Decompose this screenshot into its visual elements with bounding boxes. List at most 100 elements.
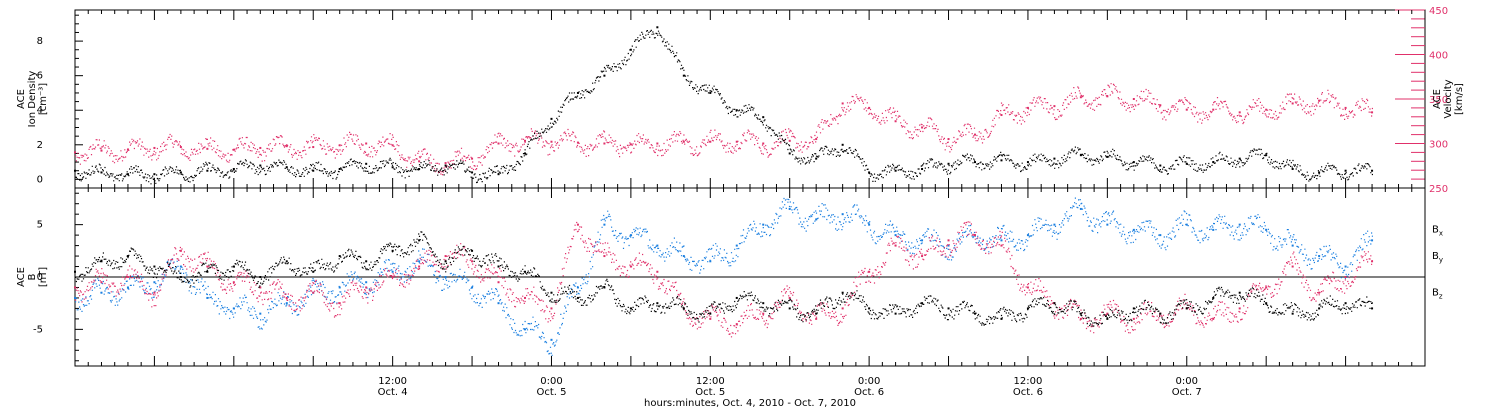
- bx-series-point: [1265, 302, 1268, 305]
- bx-series-point: [1000, 317, 1003, 320]
- bx-series-point: [603, 286, 606, 289]
- density-label-line: [cm⁻³]: [38, 83, 49, 115]
- density-series-point: [735, 109, 738, 112]
- b-label-line: [nT]: [38, 267, 49, 287]
- bz-series-point: [1026, 286, 1029, 289]
- bx-series-point: [312, 270, 315, 273]
- by-series-point: [762, 223, 765, 226]
- bz-series-point: [524, 296, 526, 299]
- by-series-point: [1291, 244, 1294, 247]
- velocity-series-point: [1371, 111, 1374, 114]
- density-series-point: [1053, 157, 1056, 160]
- bx-series-trace: [75, 231, 1373, 327]
- bx-series-point: [391, 249, 394, 252]
- velocity-tick-label: 450: [1429, 6, 1448, 17]
- density-series-point: [1265, 154, 1268, 157]
- by-series-point: [735, 244, 738, 247]
- bz-series-point: [497, 281, 500, 284]
- density-series-point: [1238, 157, 1241, 160]
- b-axis-label: ACE B [nT]: [16, 267, 49, 287]
- velocity-series-point: [656, 142, 659, 145]
- legend-entry-z: Bz: [1432, 287, 1443, 300]
- density-series-point: [259, 164, 262, 167]
- velocity-series-point: [921, 126, 924, 129]
- bx-series-point: [841, 291, 844, 294]
- velocity-series-point: [391, 144, 394, 147]
- by-series-point: [285, 302, 288, 305]
- x-tick-label-time: 0:00: [540, 376, 562, 387]
- by-series-point: [1053, 223, 1056, 226]
- x-tick-label-date: Oct. 5: [695, 387, 725, 398]
- top-panel-series: [74, 26, 1374, 185]
- legend-entry-x: Bx: [1432, 225, 1443, 238]
- bz-series-point: [1265, 286, 1268, 289]
- velocity-series-point: [735, 140, 738, 143]
- by-series-point: [603, 223, 606, 226]
- bx-series-point: [1371, 307, 1374, 310]
- density-tick-label: 8: [37, 36, 43, 47]
- bottom-panel-series: [74, 197, 1374, 356]
- by-series-point: [629, 234, 632, 237]
- velocity-series-point: [1079, 96, 1082, 99]
- bx-series-point: [735, 296, 738, 299]
- bz-series-point: [841, 307, 844, 310]
- density-series-point: [1106, 155, 1109, 158]
- bz-series-point: [126, 276, 129, 278]
- bx-series-point: [629, 307, 632, 310]
- bx-series-point: [815, 312, 818, 315]
- bx-series-point: [524, 270, 526, 273]
- legend-entry-y: By: [1432, 251, 1443, 264]
- by-series-point: [338, 286, 341, 289]
- by-series-point: [418, 260, 421, 263]
- bx-series-point: [868, 307, 871, 310]
- bx-series-point: [1159, 312, 1162, 315]
- legend-sub: y: [1439, 256, 1443, 264]
- density-series-point: [1132, 161, 1135, 164]
- bx-series-point: [259, 276, 262, 278]
- density-series-point: [1318, 171, 1321, 174]
- bz-series-point: [418, 265, 421, 268]
- bx-series-point: [153, 265, 156, 268]
- bx-series-point: [179, 276, 182, 278]
- velocity-series-point: [762, 142, 765, 145]
- by-series-point: [179, 265, 182, 268]
- velocity-series-point: [788, 139, 791, 142]
- density-series-point: [74, 169, 76, 172]
- density-series-point: [418, 167, 421, 170]
- density-series-point: [629, 48, 632, 51]
- by-series-point: [921, 239, 924, 242]
- by-series-point: [1238, 223, 1241, 226]
- density-series-point: [365, 162, 368, 165]
- bx-series-point: [206, 270, 209, 273]
- by-series-point: [74, 296, 76, 299]
- velocity-tick-label: 300: [1429, 140, 1448, 151]
- bx-series-point: [656, 302, 659, 305]
- bz-series-point: [1318, 291, 1321, 294]
- bx-series-point: [682, 307, 685, 310]
- velocity-tick-label: 250: [1429, 184, 1448, 195]
- velocity-series-point: [100, 149, 103, 152]
- bz-series-point: [259, 286, 262, 289]
- density-series-point: [603, 74, 606, 77]
- bz-series-point: [1132, 317, 1135, 320]
- by-series-point: [576, 286, 579, 289]
- bx-series-point: [894, 312, 897, 315]
- by-series-point: [815, 218, 818, 221]
- velocity-series-point: [179, 146, 182, 149]
- bz-series-point: [391, 276, 394, 278]
- by-series-point: [365, 281, 368, 284]
- velocity-series-point: [709, 140, 712, 143]
- velocity-series-point: [471, 157, 474, 160]
- bz-series-trace: [75, 221, 1373, 338]
- by-series-point: [206, 296, 209, 299]
- bz-series-point: [1238, 307, 1241, 310]
- by-series-point: [788, 207, 791, 210]
- bz-series-point: [762, 312, 765, 315]
- bz-series-point: [603, 255, 606, 258]
- density-series-point: [206, 169, 209, 172]
- by-series-point: [709, 260, 712, 263]
- by-series-point: [841, 213, 844, 216]
- bz-series-point: [550, 307, 553, 310]
